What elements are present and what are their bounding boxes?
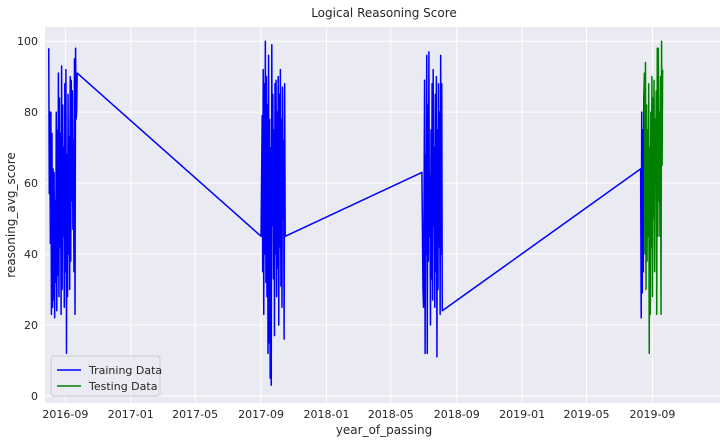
tick-labels: 0 20 40 60 80 100 2016-09 2017-01 2017-05 2017-09… [17,35,675,421]
x-axis-label: year_of_passing [336,423,432,437]
x-tick-label: 2017-09 [238,408,284,421]
x-tick-label: 2019-01 [499,408,545,421]
plot-area [45,27,720,403]
x-tick-label: 2019-05 [564,408,610,421]
x-tick-label: 2018-05 [368,408,414,421]
legend: Training Data Testing Data [50,355,162,397]
chart-title: Logical Reasoning Score [311,6,457,20]
grid [45,27,720,403]
legend-label-testing: Testing Data [88,380,157,393]
x-tick-label: 2016-09 [42,408,88,421]
legend-label-training: Training Data [88,364,162,377]
y-axis-label: reasoning_avg_score [4,152,18,277]
y-tick-label: 20 [24,319,38,332]
x-tick-label: 2017-05 [172,408,218,421]
y-tick-label: 100 [17,35,38,48]
x-tick-label: 2017-01 [108,408,154,421]
y-tick-label: 0 [31,390,38,403]
x-tick-label: 2019-09 [629,408,675,421]
y-tick-label: 80 [24,106,38,119]
series-lines [48,40,664,387]
series-line-training [48,40,645,387]
y-tick-label: 60 [24,177,38,190]
x-tick-label: 2018-01 [303,408,349,421]
y-tick-label: 40 [24,248,38,261]
series-line-testing [643,40,664,355]
x-tick-label: 2018-09 [434,408,480,421]
